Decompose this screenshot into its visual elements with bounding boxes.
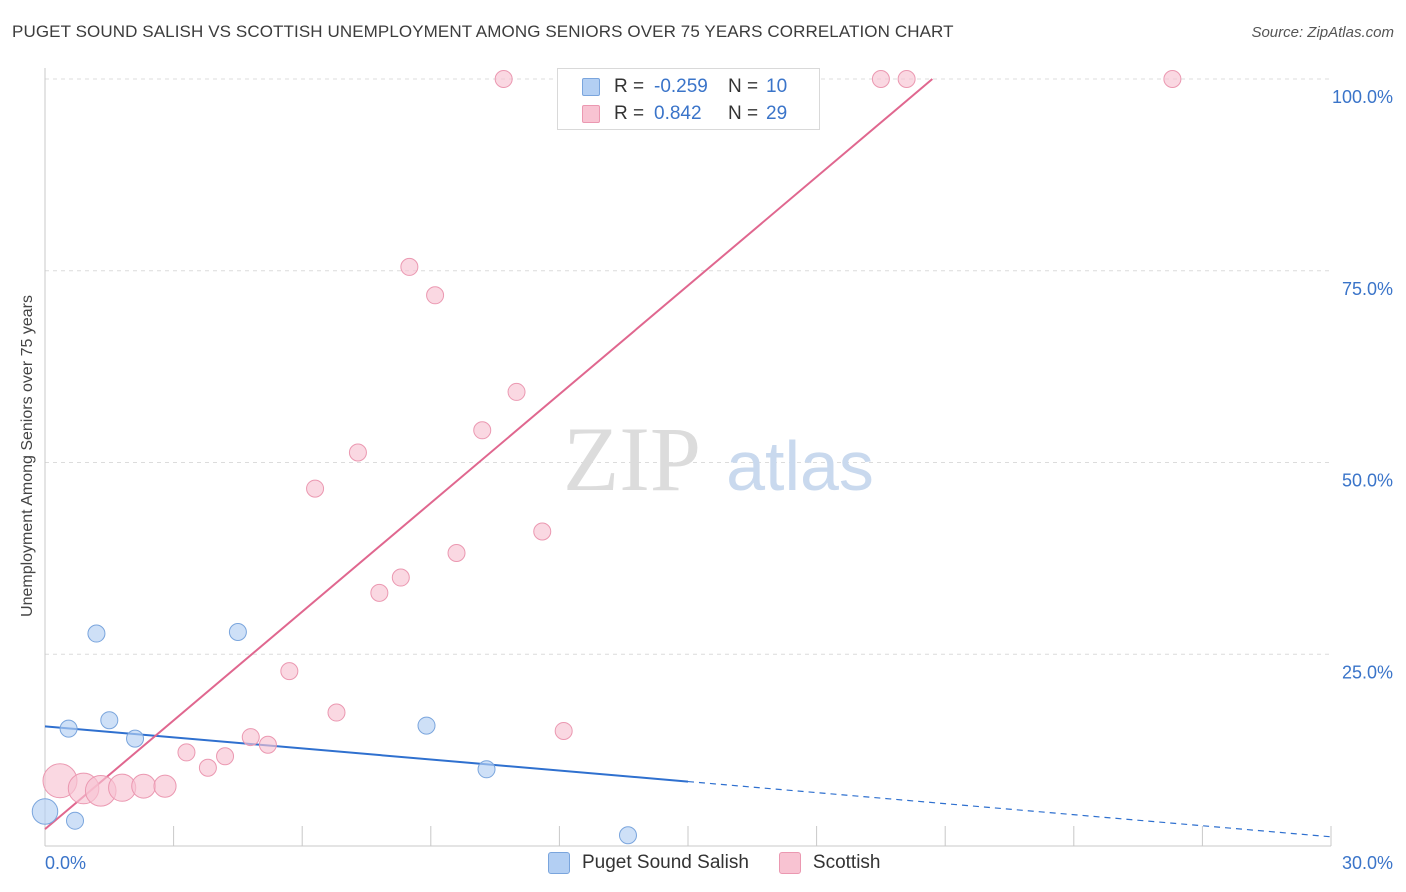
legend-row-scottish: R = 0.842 N = 29 xyxy=(582,102,787,126)
trend-line-salish-extension xyxy=(687,780,1332,838)
point-scottish xyxy=(494,70,513,88)
point-scottish xyxy=(533,522,552,541)
point-scottish xyxy=(198,758,217,777)
point-scottish xyxy=(871,70,890,88)
point-scottish xyxy=(177,743,196,762)
gridlines xyxy=(45,78,1331,655)
legend-r-value: 0.842 xyxy=(654,103,702,124)
point-scottish xyxy=(507,382,526,401)
point-scottish xyxy=(153,774,177,798)
point-salish xyxy=(87,624,106,643)
point-scottish xyxy=(348,443,367,462)
y-tick-label: 75.0% xyxy=(1342,279,1393,299)
point-scottish xyxy=(131,773,156,799)
x-tick-label: 0.0% xyxy=(45,853,86,873)
point-scottish xyxy=(306,479,325,498)
y-tick-label: 25.0% xyxy=(1342,662,1393,682)
point-scottish xyxy=(327,703,346,722)
point-salish xyxy=(31,798,59,825)
legend-r-label: R = xyxy=(614,76,645,97)
legend-n-label: N = xyxy=(728,103,759,124)
legend-label-salish: Puget Sound Salish xyxy=(582,852,749,873)
trend-lines xyxy=(44,78,1332,838)
point-scottish xyxy=(370,583,389,602)
legend-r-label: R = xyxy=(614,103,645,124)
point-scottish xyxy=(216,747,235,766)
y-tick-label: 50.0% xyxy=(1342,471,1393,491)
point-scottish xyxy=(258,735,277,754)
point-scottish xyxy=(400,257,419,276)
legend-swatch-blue xyxy=(582,78,600,96)
legend-item-scottish[interactable]: Scottish xyxy=(778,852,881,874)
source-credit: Source: ZipAtlas.com xyxy=(1251,24,1394,41)
trend-line-scottish xyxy=(44,78,933,830)
point-scottish xyxy=(897,70,916,88)
point-scottish xyxy=(391,568,410,587)
legend-label-scottish: Scottish xyxy=(812,852,881,873)
legend-swatch-pink xyxy=(778,852,801,874)
legend-item-salish[interactable]: Puget Sound Salish xyxy=(548,852,749,874)
point-scottish xyxy=(241,728,260,747)
point-scottish xyxy=(473,421,492,440)
point-scottish xyxy=(554,721,573,740)
point-scottish xyxy=(280,662,299,681)
point-scottish xyxy=(447,544,466,563)
point-salish xyxy=(126,729,145,748)
legend-n-label: N = xyxy=(728,76,759,97)
point-scottish xyxy=(1163,70,1182,88)
legend-n-value: 10 xyxy=(766,76,788,97)
watermark-atlas: atlas xyxy=(726,427,874,505)
correlation-legend: R = -0.259 N = 10 R = 0.842 N = 29 xyxy=(557,68,820,130)
legend-swatch-blue xyxy=(548,852,570,874)
axes xyxy=(44,68,1332,847)
legend-row-salish: R = -0.259 N = 10 xyxy=(582,75,787,99)
watermark-zip: ZIP xyxy=(563,408,701,510)
point-salish xyxy=(417,716,436,735)
point-salish xyxy=(59,719,78,738)
x-tick-label: 30.0% xyxy=(1342,853,1393,873)
watermark: ZIP atlas xyxy=(563,408,874,510)
point-salish xyxy=(66,811,85,830)
point-salish xyxy=(618,826,637,845)
chart-title: PUGET SOUND SALISH VS SCOTTISH UNEMPLOYM… xyxy=(12,22,954,41)
data-points xyxy=(31,70,1182,845)
y-tick-label: 100.0% xyxy=(1332,87,1393,107)
point-salish xyxy=(228,623,247,642)
point-scottish xyxy=(426,286,445,305)
point-salish xyxy=(100,711,119,730)
series-legend: Puget Sound Salish Scottish xyxy=(548,852,911,874)
legend-r-value: -0.259 xyxy=(654,76,708,97)
legend-swatch-pink xyxy=(582,105,600,123)
point-salish xyxy=(477,760,496,779)
trend-line-salish xyxy=(44,725,689,783)
tick-labels: 25.0% 50.0% 75.0% 100.0% 0.0% 30.0% xyxy=(45,87,1393,873)
legend-n-value: 29 xyxy=(766,103,788,124)
